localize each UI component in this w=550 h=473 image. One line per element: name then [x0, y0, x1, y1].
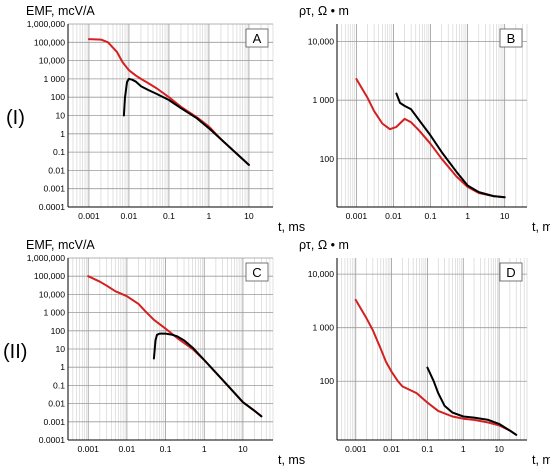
- panel-c-xtick-label: 0.01: [119, 444, 136, 454]
- panel-a-ytick-label: 100: [51, 92, 66, 102]
- panel-d-label-box: [499, 262, 523, 282]
- panel-d-ylabel: ρτ, Ω • m: [299, 238, 349, 252]
- panel-b-ytick-label: 1 000: [312, 95, 334, 105]
- panel-c-xlabel: t, ms: [278, 453, 305, 467]
- panel-a-label-box: [245, 28, 269, 48]
- panel-a-ytick-label: 1,000,000: [27, 19, 65, 29]
- panel-b-ytick-label: 100: [320, 154, 335, 164]
- panel-d-xtick-label: 10: [494, 444, 504, 454]
- panel-d-xtick-label: 1: [461, 444, 466, 454]
- panel-d-xlabel: t, ms: [532, 453, 550, 467]
- panel-d-ytick-label: 1 000: [312, 323, 334, 333]
- panel-c-label-box: [245, 262, 269, 282]
- panel-c-xtick-label: 0.1: [160, 444, 172, 454]
- panel-a-xlabel: t, ms: [278, 220, 305, 234]
- panel-a: 0.0001 0.001 0.01 0.1 1 10 100 1 000 10,000 100,0…: [26, 4, 305, 234]
- panel-c-ytick-label: 10: [55, 344, 65, 354]
- panel-a-ytick-label: 1: [60, 129, 65, 139]
- panel-c-ylabel: EMF, mcV/A: [26, 238, 95, 252]
- panel-b-label-box: [499, 28, 523, 48]
- panel-b-ylabel: ρτ, Ω • m: [299, 4, 349, 18]
- panel-c-xtick-label: 0.001: [77, 444, 99, 454]
- panel-a-ytick-label: 10,000: [39, 56, 66, 66]
- panel-b-xtick-label: 0.001: [346, 211, 368, 221]
- panel-b-series-black-line: [395, 92, 506, 199]
- panel-c-ytick-label: 0.0001: [39, 435, 66, 445]
- panel-a-ytick-label: 0.0001: [39, 202, 66, 212]
- panel-c-ytick-label: 1: [60, 362, 65, 372]
- panel-a-xtick-label: 1: [207, 211, 212, 221]
- panel-a-ytick-label: 100,000: [34, 37, 65, 47]
- panel-c-xtick-label: 1: [202, 444, 207, 454]
- panel-b-label: B: [507, 31, 516, 46]
- panel-b-xtick-label: 0.01: [385, 211, 402, 221]
- panel-c-label: C: [252, 265, 261, 280]
- panel-c-ytick-label: 0.1: [53, 380, 65, 390]
- panel-a-ytick-label: 10: [55, 111, 65, 121]
- panel-a-ylabel: EMF, mcV/A: [26, 4, 95, 18]
- panel-b-xtick-label: 10: [500, 211, 510, 221]
- panel-a-series-black-line: [122, 77, 250, 166]
- panel-d-series-red-line: [354, 298, 518, 436]
- panel-d-ytick-label: 10,000: [308, 269, 335, 279]
- panel-a-ytick-label: 1 000: [43, 74, 65, 84]
- panel-d-ytick-label: 100: [320, 376, 335, 386]
- panel-c-series-black-line: [152, 332, 263, 418]
- panel-a-xtick-label: 0.001: [78, 211, 100, 221]
- panel-a-xtick-label: 0.1: [163, 211, 175, 221]
- panel-d-label: D: [506, 265, 515, 280]
- panel-d: 100 1 000 10,000 0.001 0.01 0.1 1 10 ρτ, Ω • m t,…: [299, 238, 550, 467]
- panel-c-xtick-label: 10: [238, 444, 248, 454]
- panel-a-ytick-label: 0.01: [48, 165, 65, 175]
- panel-d-series-black-line: [426, 366, 518, 436]
- panel-b-xtick-label: 0.1: [425, 211, 437, 221]
- panel-d-xtick-label: 0.01: [383, 444, 400, 454]
- panel-b: 100 1 000 10,000 0.001 0.01 0.1 1 10 ρτ, Ω • m t,…: [299, 4, 550, 234]
- panel-a-ytick-label: 0.001: [43, 184, 65, 194]
- panel-c-ytick-label: 100: [51, 326, 66, 336]
- panel-c-ytick-label: 1 000: [43, 308, 65, 318]
- panel-c: 0.0001 0.001 0.01 0.1 1 10 100 1 000 10,000 100,0…: [26, 238, 305, 467]
- row-label-2: (II): [3, 341, 27, 363]
- panel-a-xtick-label: 10: [244, 211, 254, 221]
- panel-c-ytick-label: 0.001: [43, 417, 65, 427]
- panel-c-ytick-label: 10,000: [39, 289, 66, 299]
- panel-a-xtick-label: 0.01: [121, 211, 138, 221]
- row-label-1: (I): [6, 107, 25, 129]
- panel-d-xtick-label: 0.001: [345, 444, 367, 454]
- panel-c-ytick-label: 1,000,000: [27, 253, 65, 263]
- panel-b-xtick-label: 1: [465, 211, 470, 221]
- panel-a-label: A: [253, 31, 262, 46]
- panel-b-ytick-label: 10,000: [308, 37, 335, 47]
- panel-c-ytick-label: 100,000: [34, 271, 65, 281]
- panel-d-xtick-label: 0.1: [421, 444, 433, 454]
- panel-b-xlabel: t, ms: [532, 220, 550, 234]
- panel-c-ytick-label: 0.01: [48, 399, 65, 409]
- panel-a-ytick-label: 0.1: [53, 147, 65, 157]
